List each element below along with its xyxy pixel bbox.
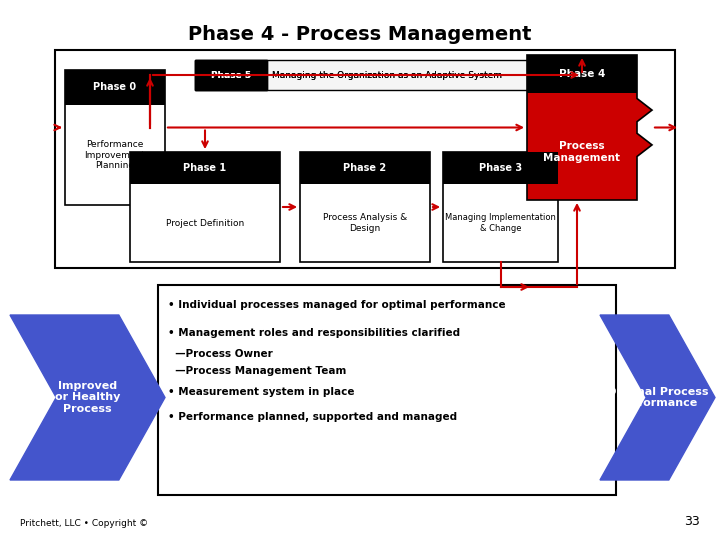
- FancyBboxPatch shape: [55, 50, 675, 268]
- Text: • Individual processes managed for optimal performance: • Individual processes managed for optim…: [168, 300, 505, 310]
- FancyBboxPatch shape: [130, 152, 280, 262]
- Text: Optimal Process
Performance: Optimal Process Performance: [607, 387, 708, 408]
- FancyBboxPatch shape: [195, 60, 625, 90]
- FancyBboxPatch shape: [443, 152, 558, 184]
- Polygon shape: [527, 55, 652, 200]
- Text: • Performance planned, supported and managed: • Performance planned, supported and man…: [168, 412, 457, 422]
- Text: Process Analysis &
Design: Process Analysis & Design: [323, 213, 407, 233]
- FancyBboxPatch shape: [65, 70, 165, 205]
- Text: Phase 4: Phase 4: [559, 69, 606, 79]
- Polygon shape: [10, 315, 165, 480]
- Text: 33: 33: [684, 515, 700, 528]
- Text: Phase 2: Phase 2: [343, 163, 387, 173]
- FancyBboxPatch shape: [65, 70, 165, 105]
- Text: Managing the Organization as an Adaptive System: Managing the Organization as an Adaptive…: [272, 71, 502, 79]
- Polygon shape: [600, 315, 715, 480]
- Text: Phase 1: Phase 1: [184, 163, 227, 173]
- Text: Managing Implementation
& Change: Managing Implementation & Change: [445, 213, 556, 233]
- FancyBboxPatch shape: [130, 152, 280, 184]
- Text: Phase 5: Phase 5: [211, 71, 251, 79]
- Polygon shape: [527, 55, 637, 93]
- Text: Phase 0: Phase 0: [94, 82, 137, 92]
- FancyBboxPatch shape: [195, 60, 267, 90]
- Text: Pritchett, LLC • Copyright ©: Pritchett, LLC • Copyright ©: [20, 519, 148, 528]
- FancyBboxPatch shape: [195, 60, 267, 90]
- Text: • Management roles and responsibilities clarified: • Management roles and responsibilities …: [168, 328, 460, 338]
- Text: Process
Management: Process Management: [544, 141, 621, 163]
- Text: —Process Management Team: —Process Management Team: [168, 366, 346, 376]
- Text: Phase 4 - Process Management: Phase 4 - Process Management: [188, 25, 532, 44]
- Text: Phase 3: Phase 3: [479, 163, 522, 173]
- Text: Phase 5: Phase 5: [211, 71, 251, 79]
- Text: • Measurement system in place: • Measurement system in place: [168, 387, 354, 397]
- FancyBboxPatch shape: [443, 152, 558, 262]
- Text: Performance
Improvement
Planning: Performance Improvement Planning: [84, 140, 145, 170]
- Text: —Process Owner: —Process Owner: [168, 349, 273, 359]
- FancyBboxPatch shape: [300, 152, 430, 184]
- FancyBboxPatch shape: [158, 285, 616, 495]
- FancyBboxPatch shape: [300, 152, 430, 262]
- Text: Improved
or Healthy
Process: Improved or Healthy Process: [55, 381, 120, 414]
- Text: Project Definition: Project Definition: [166, 219, 244, 227]
- Text: Managing the Organization as an Adaptive System: Managing the Organization as an Adaptive…: [272, 71, 502, 79]
